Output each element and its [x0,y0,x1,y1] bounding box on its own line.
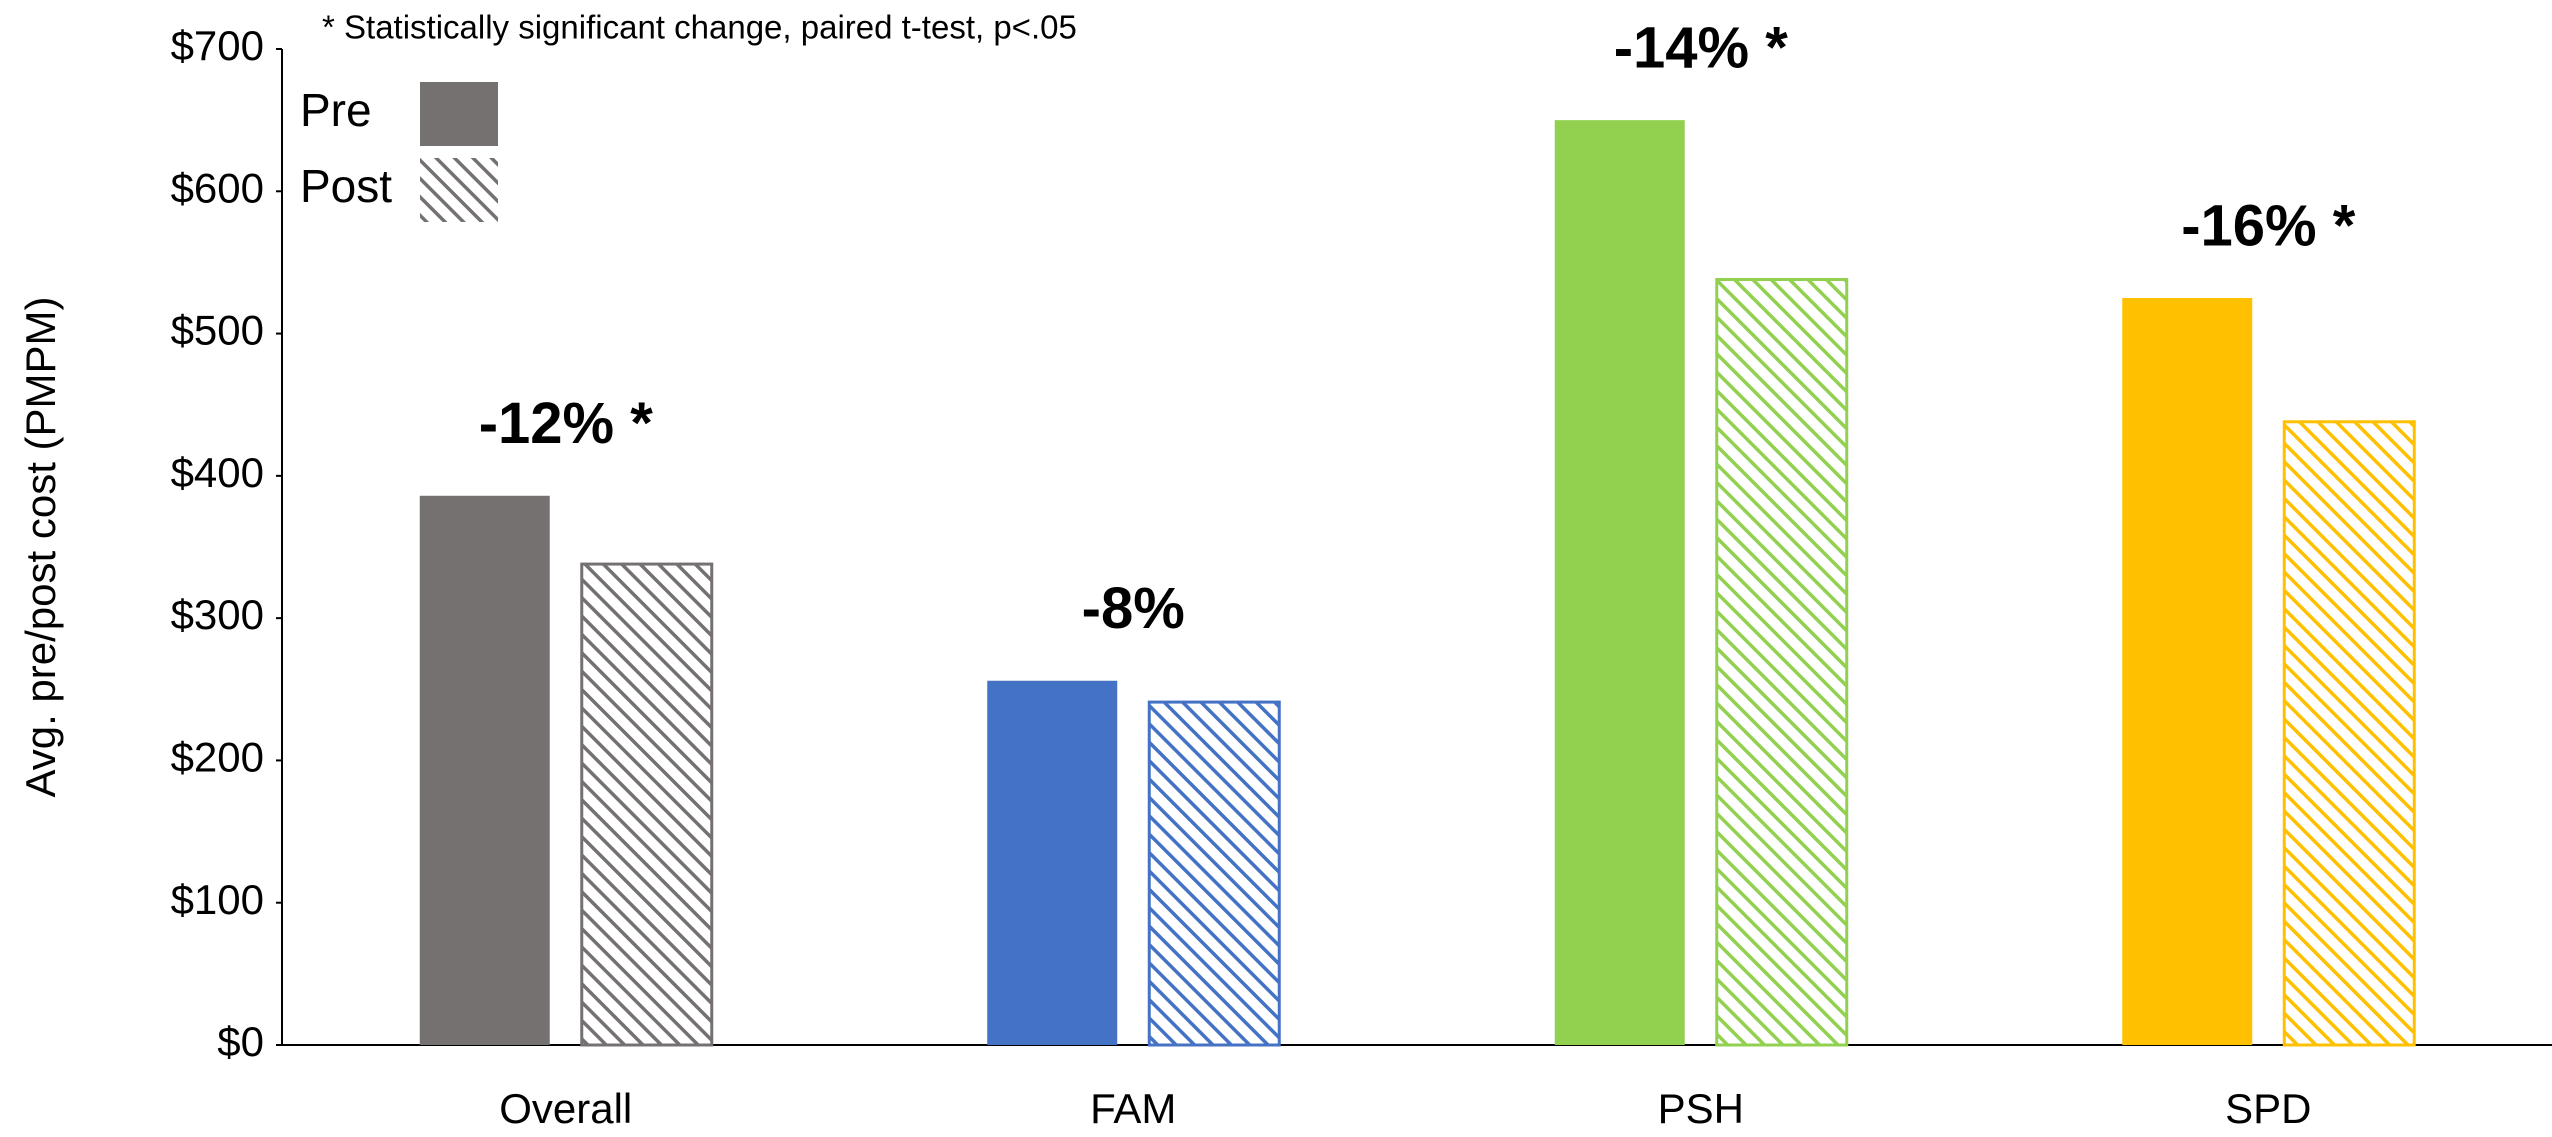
bar [1715,278,1849,1047]
annotation: -8% [1082,576,1185,641]
legend-swatch [420,158,498,222]
legend-label: Post [300,160,392,212]
bar [2122,298,2253,1045]
y-tick-label: $400 [171,449,264,496]
y-tick-label: $300 [171,591,264,638]
bar [1554,120,1685,1045]
y-axis-label: Avg. pre/post cost (PMPM) [17,296,64,797]
y-tick-label: $0 [217,1018,264,1065]
x-tick-label: SPD [2225,1085,2311,1132]
bar [580,562,714,1047]
note: * Statistically significant change, pair… [322,9,1077,46]
x-tick-label: PSH [1658,1085,1744,1132]
y-tick-label: $200 [171,734,264,781]
x-tick-label: Overall [499,1085,632,1132]
annotation: -16% * [2181,193,2356,258]
y-tick-label: $700 [171,22,264,69]
legend-swatch [420,82,498,146]
bar [987,680,1118,1045]
y-tick-label: $500 [171,307,264,354]
bar [1147,700,1281,1047]
bar [2282,420,2416,1047]
annotation: -12% * [479,391,654,456]
legend-label: Pre [300,84,372,136]
annotation: -14% * [1614,15,1789,80]
bar [419,495,550,1046]
y-tick-label: $600 [171,164,264,211]
y-tick-label: $100 [171,876,264,923]
x-tick-label: FAM [1090,1085,1176,1132]
